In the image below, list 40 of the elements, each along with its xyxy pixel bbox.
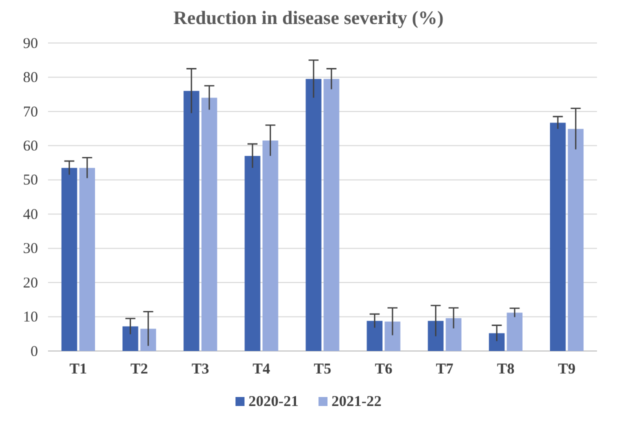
bar (262, 140, 278, 351)
x-tick-label: T8 (496, 362, 514, 378)
y-tick-label: 40 (23, 206, 38, 223)
bar (550, 122, 566, 351)
bar (184, 90, 200, 351)
bar (61, 168, 78, 351)
bar (446, 318, 462, 351)
bar (506, 312, 522, 351)
x-tick-label: T5 (314, 362, 332, 378)
bar (428, 320, 444, 351)
x-tick-label: T6 (374, 362, 393, 378)
legend-label: 2021-22 (332, 394, 382, 410)
y-tick-label: 90 (23, 36, 38, 52)
y-tick-label: 50 (23, 172, 38, 189)
bar (201, 98, 218, 351)
bar (366, 320, 382, 351)
x-tick-label: T3 (192, 362, 210, 378)
y-tick-label: 70 (23, 104, 38, 120)
bar (306, 78, 322, 351)
bar (79, 168, 96, 351)
y-tick-label: 80 (23, 70, 38, 86)
bar (488, 333, 505, 351)
x-tick-label: T7 (436, 362, 454, 378)
y-tick-label: 0 (30, 344, 38, 360)
y-tick-label: 10 (23, 310, 38, 326)
legend-label: 2020-21 (248, 394, 298, 410)
x-tick-label: T1 (69, 362, 87, 378)
y-tick-label: 20 (23, 275, 38, 292)
x-tick-label: T9 (558, 362, 576, 378)
bar (324, 78, 340, 351)
bar (140, 328, 156, 351)
chart-title: Reduction in disease severity (%) (173, 8, 444, 29)
bar (244, 156, 260, 351)
bar (122, 326, 138, 351)
x-tick-label: T2 (130, 362, 148, 378)
x-tick-label: T4 (252, 362, 271, 378)
bar (384, 322, 400, 351)
y-tick-label: 60 (23, 138, 38, 154)
bar (568, 128, 584, 351)
y-tick-label: 30 (23, 241, 38, 258)
